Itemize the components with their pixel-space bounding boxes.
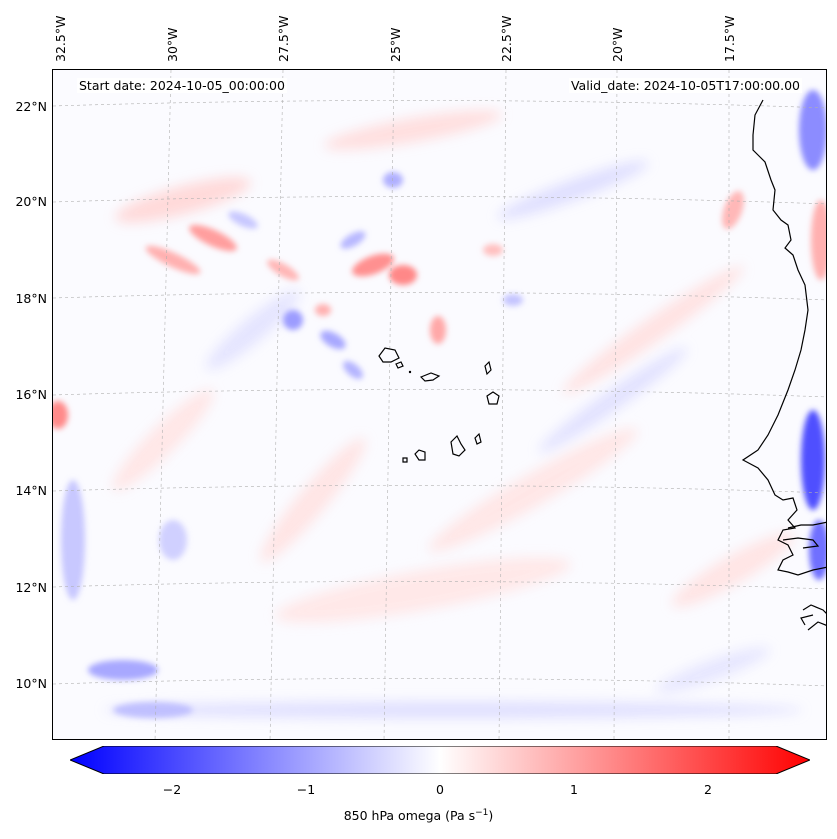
- colorbar: [68, 745, 812, 775]
- colorbar-tick: −1: [296, 782, 316, 797]
- valid-date-label: Valid_date: 2024-10-05T17:00:00.00: [568, 78, 802, 93]
- colorbar-tick: 0: [436, 782, 444, 797]
- colorbar-tick: 1: [570, 782, 578, 797]
- omega-field: [53, 70, 826, 739]
- colorbar-tick: −2: [162, 782, 182, 797]
- lon-label: 17.5°W: [722, 15, 737, 62]
- lat-label: 18°N: [15, 291, 47, 306]
- lon-label: 30°W: [165, 27, 180, 62]
- lon-label: 32.5°W: [53, 15, 68, 62]
- colorbar-label: 850 hPa omega (Pa s−1): [343, 808, 494, 824]
- map-panel: Start date: 2024-10-05_00:00:00 Valid_da…: [52, 69, 827, 740]
- lon-label: 20°W: [610, 27, 625, 62]
- graticule: [53, 70, 826, 739]
- colorbar-tick: 2: [704, 782, 712, 797]
- lon-label: 27.5°W: [276, 15, 291, 62]
- lat-label: 20°N: [15, 194, 47, 209]
- coastline: [741, 99, 826, 576]
- cape-verde-islands: [378, 347, 500, 463]
- lat-label: 22°N: [15, 99, 47, 114]
- lat-label: 12°N: [15, 580, 47, 595]
- coastline: [800, 604, 826, 631]
- lon-label: 22.5°W: [499, 15, 514, 62]
- start-date-label: Start date: 2024-10-05_00:00:00: [77, 78, 287, 93]
- lat-label: 10°N: [15, 676, 47, 691]
- lat-label: 14°N: [15, 483, 47, 498]
- coastline: [782, 537, 820, 549]
- coastline: [787, 521, 826, 529]
- lon-label: 25°W: [388, 27, 403, 62]
- lat-label: 16°N: [15, 387, 47, 402]
